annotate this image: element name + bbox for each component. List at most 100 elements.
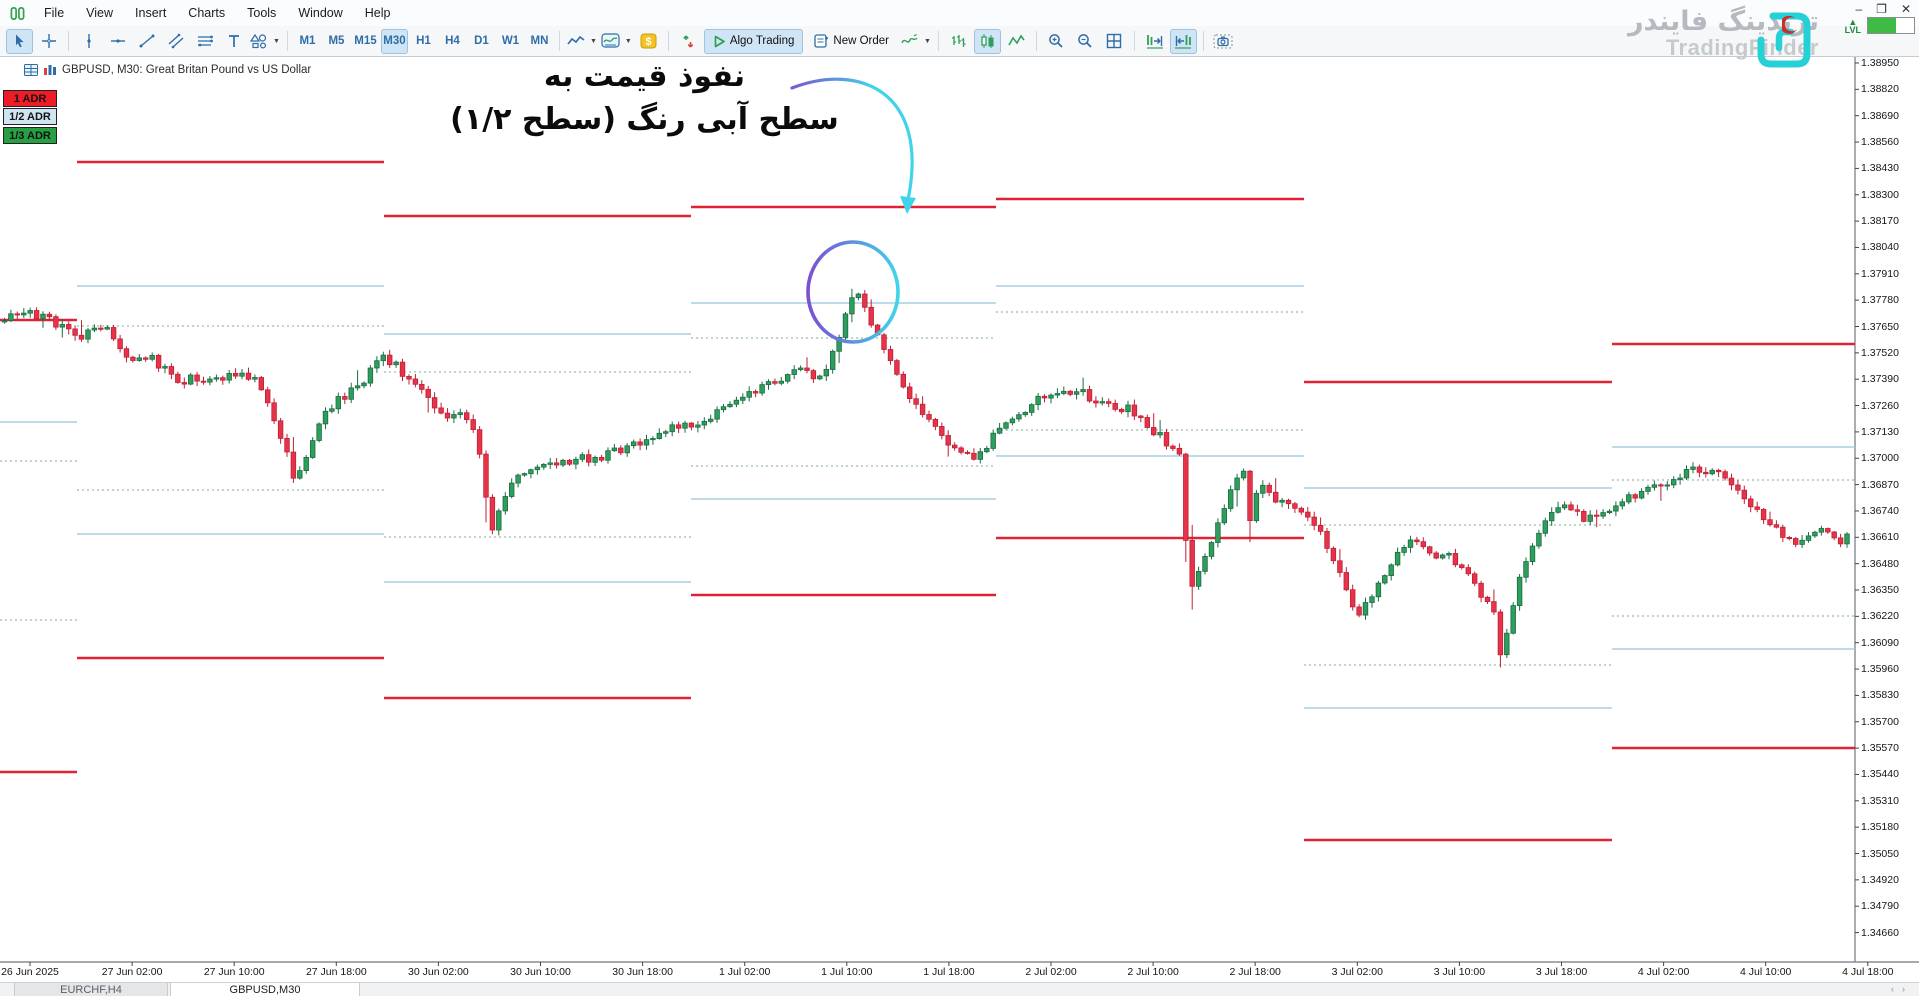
restore-button[interactable]: ❐	[1876, 2, 1887, 16]
minimize-button[interactable]: –	[1855, 2, 1863, 16]
vertical-line-tool[interactable]	[75, 29, 102, 54]
price-tick-label: 1.38430	[1861, 162, 1899, 175]
chart-shift-button[interactable]	[1169, 28, 1197, 54]
metatrader-logo-icon	[10, 6, 25, 20]
andrews-pitchfork-tool[interactable]	[191, 29, 218, 54]
price-tick-label: 1.36870	[1861, 478, 1899, 491]
menu-window[interactable]: Window	[298, 6, 343, 20]
annotation-line2: سطح آبی رنگ (سطح ۱/۲)	[450, 102, 839, 137]
adr-chip-1-2-adr: 1/2 ADR	[3, 108, 57, 125]
tab-scroll-arrows[interactable]: ‹›	[1891, 984, 1913, 994]
level-progress-bar[interactable]	[1867, 17, 1915, 34]
channel-tool[interactable]	[162, 29, 189, 54]
one-click-trading-button[interactable]: $	[635, 29, 662, 54]
menu-view[interactable]: View	[86, 6, 114, 20]
price-tick-label: 1.34660	[1861, 926, 1899, 939]
cursor-tool[interactable]	[6, 28, 33, 54]
price-tick-label: 1.35310	[1861, 794, 1899, 807]
price-tick-label: 1.34920	[1861, 873, 1899, 886]
menu-tools[interactable]: Tools	[247, 6, 277, 20]
toolbar-separator	[1133, 31, 1135, 51]
buy-sell-arrows-icon[interactable]	[675, 29, 702, 54]
svg-text:$: $	[645, 36, 651, 48]
annotation-line1: نفوذ قیمت به	[543, 59, 746, 94]
price-tick-label: 1.35830	[1861, 689, 1899, 702]
annotation-text: نفوذ قیمت به سطح آبی رنگ (سطح ۱/۲)	[372, 56, 917, 142]
objects-list-button[interactable]: ▼	[900, 29, 932, 54]
timeframe-mn[interactable]: MN	[530, 35, 549, 47]
price-tick-label: 1.35050	[1861, 847, 1899, 860]
price-tick-label: 1.37650	[1861, 320, 1899, 333]
timeframe-m5[interactable]: M5	[328, 35, 345, 47]
price-tick-label: 1.35700	[1861, 715, 1899, 728]
time-tick-label: 2 Jul 18:00	[1229, 966, 1281, 978]
chart-tab-eurchf-h4[interactable]: EURCHF,H4	[14, 983, 168, 996]
menu-help[interactable]: Help	[364, 6, 391, 20]
line-chart-mode-button[interactable]	[1003, 29, 1030, 54]
time-tick-label: 4 Jul 18:00	[1842, 966, 1894, 978]
price-tick-label: 1.38040	[1861, 241, 1899, 254]
grid-button[interactable]	[1101, 29, 1128, 54]
toolbar-separator	[558, 31, 560, 51]
price-tick-label: 1.38950	[1861, 57, 1899, 69]
toolbar-separator	[1035, 31, 1037, 51]
menu-insert[interactable]: Insert	[135, 6, 167, 20]
timeframe-m15[interactable]: M15	[354, 35, 377, 47]
adr-chip-1-adr: 1 ADR	[3, 90, 57, 107]
timeframe-m30[interactable]: M30	[380, 28, 408, 54]
time-tick-label: 30 Jun 02:00	[408, 966, 469, 978]
timeframe-w1[interactable]: W1	[501, 35, 520, 47]
candlestick-mode-button[interactable]	[973, 28, 1001, 54]
price-tick-label: 1.36350	[1861, 584, 1899, 596]
shapes-tool[interactable]: ▼	[249, 29, 281, 54]
price-tick-label: 1.37000	[1861, 452, 1899, 465]
auto-scroll-button[interactable]	[1141, 29, 1168, 54]
time-tick-label: 3 Jul 10:00	[1433, 966, 1486, 978]
horizontal-line-tool[interactable]	[104, 29, 131, 54]
time-tick-label: 27 Jun 18:00	[305, 966, 367, 978]
timeframe-h4[interactable]: H4	[445, 35, 460, 47]
chart-plot-area[interactable]	[0, 48, 1855, 962]
timeframe-d1[interactable]: D1	[474, 35, 489, 47]
zoom-in-button[interactable]	[1043, 29, 1070, 54]
price-tick-label: 1.35960	[1861, 663, 1899, 676]
chart-title-text: GBPUSD, M30: Great Britan Pound vs US Do…	[62, 64, 312, 76]
timeframe-m1[interactable]: M1	[299, 35, 316, 47]
time-tick-label: 1 Jul 10:00	[821, 966, 873, 978]
zoom-out-button[interactable]	[1072, 29, 1099, 54]
chart-tab-gbpusd-m30[interactable]: GBPUSD,M30	[170, 983, 360, 996]
time-tick-label: 3 Jul 02:00	[1331, 966, 1383, 978]
price-tick-label: 1.38300	[1861, 188, 1899, 201]
screenshot-button[interactable]	[1210, 29, 1237, 54]
menu-file[interactable]: File	[44, 6, 65, 20]
price-tick-label: 1.38820	[1861, 83, 1899, 96]
toolbar: ▼ M1 M5 M15 M30 H1 H4 D1 W1 MN ▼ ▼ $ Algo Trading New …	[0, 26, 1919, 57]
toolbar-separator	[937, 31, 939, 51]
chart-header: GBPUSD, M30: Great Britan Pound vs US Do…	[24, 64, 311, 76]
window-controls: – ❐ ✕	[1855, 2, 1911, 16]
timeframe-h1[interactable]: H1	[416, 35, 431, 47]
lvl-icon: ▲ LVL	[1844, 16, 1861, 35]
time-tick-label: 27 Jun 02:00	[101, 966, 163, 978]
adr-chip-1-3-adr: 1/3 ADR	[3, 127, 57, 144]
close-button[interactable]: ✕	[1900, 2, 1911, 16]
price-tick-label: 1.37390	[1861, 373, 1899, 386]
price-tick-label: 1.38560	[1861, 136, 1899, 149]
time-tick-label: 4 Jul 02:00	[1637, 966, 1690, 978]
menu-charts[interactable]: Charts	[188, 6, 226, 20]
trendline-tool[interactable]	[133, 29, 160, 54]
time-tick-label: 1 Jul 02:00	[719, 966, 771, 978]
time-tick-label: 2 Jul 10:00	[1127, 966, 1179, 978]
chart-type-selector[interactable]: ▼	[566, 29, 598, 54]
algo-trading-button[interactable]: Algo Trading	[703, 28, 804, 54]
price-tick-label: 1.38690	[1861, 109, 1899, 122]
crosshair-tool[interactable]	[35, 29, 62, 54]
time-tick-label: 26 Jun 2025	[1, 966, 59, 978]
new-order-button[interactable]: New Order	[805, 29, 898, 54]
toolbar-separator	[286, 31, 288, 51]
text-tool[interactable]	[220, 29, 247, 54]
indicators-button[interactable]: ▼	[600, 29, 633, 54]
red-crescent-icon	[1781, 16, 1797, 34]
bar-chart-mode-button[interactable]	[945, 29, 972, 54]
menu-bar: File View Insert Charts Tools Window Help	[0, 0, 1919, 26]
